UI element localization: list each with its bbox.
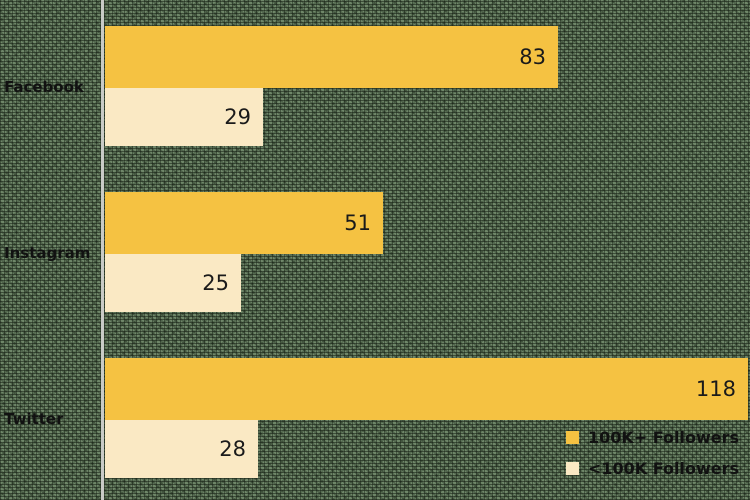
legend-item-under-100k[interactable]: <100K Followers bbox=[566, 459, 739, 478]
bar-twitter-100k-plus[interactable]: 118 bbox=[105, 358, 748, 420]
legend-label: 100K+ Followers bbox=[588, 428, 740, 447]
category-label-facebook: Facebook bbox=[4, 78, 84, 96]
category-label-instagram: Instagram bbox=[4, 244, 91, 262]
bar-value-label: 28 bbox=[219, 436, 246, 461]
bar-facebook-100k-plus[interactable]: 83 bbox=[105, 26, 558, 88]
bar-value-label: 25 bbox=[202, 270, 229, 295]
category-label-twitter: Twitter bbox=[4, 410, 64, 428]
bar-facebook-under-100k[interactable]: 29 bbox=[105, 88, 263, 146]
bar-value-label: 118 bbox=[695, 376, 736, 401]
legend-swatch-icon bbox=[566, 431, 579, 444]
y-axis-line bbox=[101, 0, 104, 500]
legend-swatch-icon bbox=[566, 462, 579, 475]
bar-instagram-100k-plus[interactable]: 51 bbox=[105, 192, 383, 254]
bar-value-label: 51 bbox=[344, 210, 371, 235]
bar-twitter-under-100k[interactable]: 28 bbox=[105, 420, 258, 478]
legend-label: <100K Followers bbox=[588, 459, 740, 478]
chart-legend: 100K+ Followers <100K Followers bbox=[566, 428, 739, 478]
bar-instagram-under-100k[interactable]: 25 bbox=[105, 254, 241, 312]
legend-item-100k-plus[interactable]: 100K+ Followers bbox=[566, 428, 739, 447]
bar-value-label: 29 bbox=[224, 104, 251, 129]
bar-value-label: 83 bbox=[519, 44, 546, 69]
